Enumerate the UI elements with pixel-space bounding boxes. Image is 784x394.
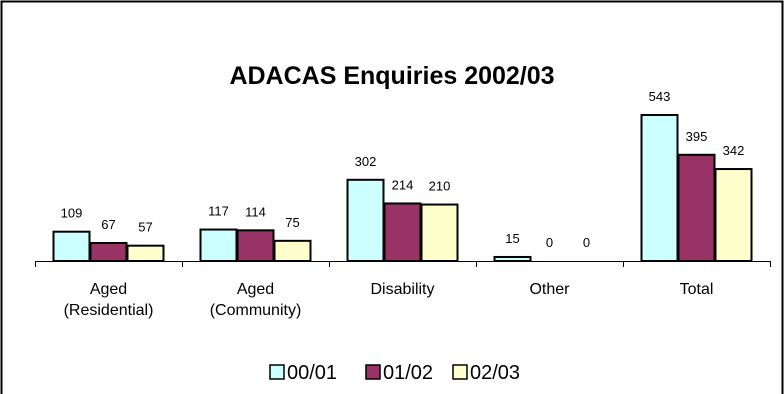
data-label: 67 [101, 217, 115, 232]
bar [677, 153, 716, 262]
category-label: (Community) [210, 302, 302, 319]
bar [236, 229, 275, 263]
category-label: Total [680, 281, 714, 298]
bar [383, 202, 422, 262]
legend-swatch [452, 364, 468, 380]
bar [714, 168, 753, 263]
legend-label: 01/02 [383, 362, 433, 384]
bar [199, 228, 238, 263]
data-label: 57 [138, 220, 152, 235]
data-label: 395 [686, 129, 708, 144]
legend: 00/01 01/02 02/03 [269, 362, 520, 384]
category-labels-layer: Aged (Residential) Aged (Community) Disabili… [64, 281, 714, 319]
x-axis-ticks [35, 261, 771, 267]
legend-swatch [365, 364, 381, 380]
data-label: 75 [285, 215, 299, 230]
legend-label: 02/03 [470, 362, 520, 384]
legend-swatch [269, 364, 285, 380]
data-label: 0 [583, 235, 590, 250]
chart-title: ADACAS Enquiries 2002/03 [229, 62, 554, 90]
category-label: (Residential) [64, 302, 154, 319]
data-label: 342 [723, 143, 745, 158]
data-label: 210 [429, 179, 451, 194]
category-label: Aged [90, 281, 127, 298]
category-label: Other [529, 281, 570, 298]
category-label: Disability [370, 281, 434, 298]
data-label: 302 [355, 154, 377, 169]
bar [89, 241, 128, 262]
data-label: 15 [505, 231, 519, 246]
legend-label: 00/01 [287, 362, 337, 384]
data-label: 214 [392, 177, 414, 192]
bar [346, 178, 385, 263]
bar [493, 255, 532, 263]
bar [52, 230, 91, 262]
bar [126, 244, 165, 262]
data-label: 114 [245, 204, 266, 219]
data-label: 109 [61, 206, 83, 221]
data-label: 117 [208, 204, 229, 219]
bar [420, 203, 459, 263]
data-label: 543 [649, 89, 671, 104]
bar [273, 239, 312, 263]
category-label: Aged [237, 281, 274, 298]
data-labels-layer: 109 67 57 117 114 75 302 214 210 15 0 0 543 395 342 [61, 89, 745, 250]
bar [640, 114, 679, 262]
data-label: 0 [546, 235, 553, 250]
